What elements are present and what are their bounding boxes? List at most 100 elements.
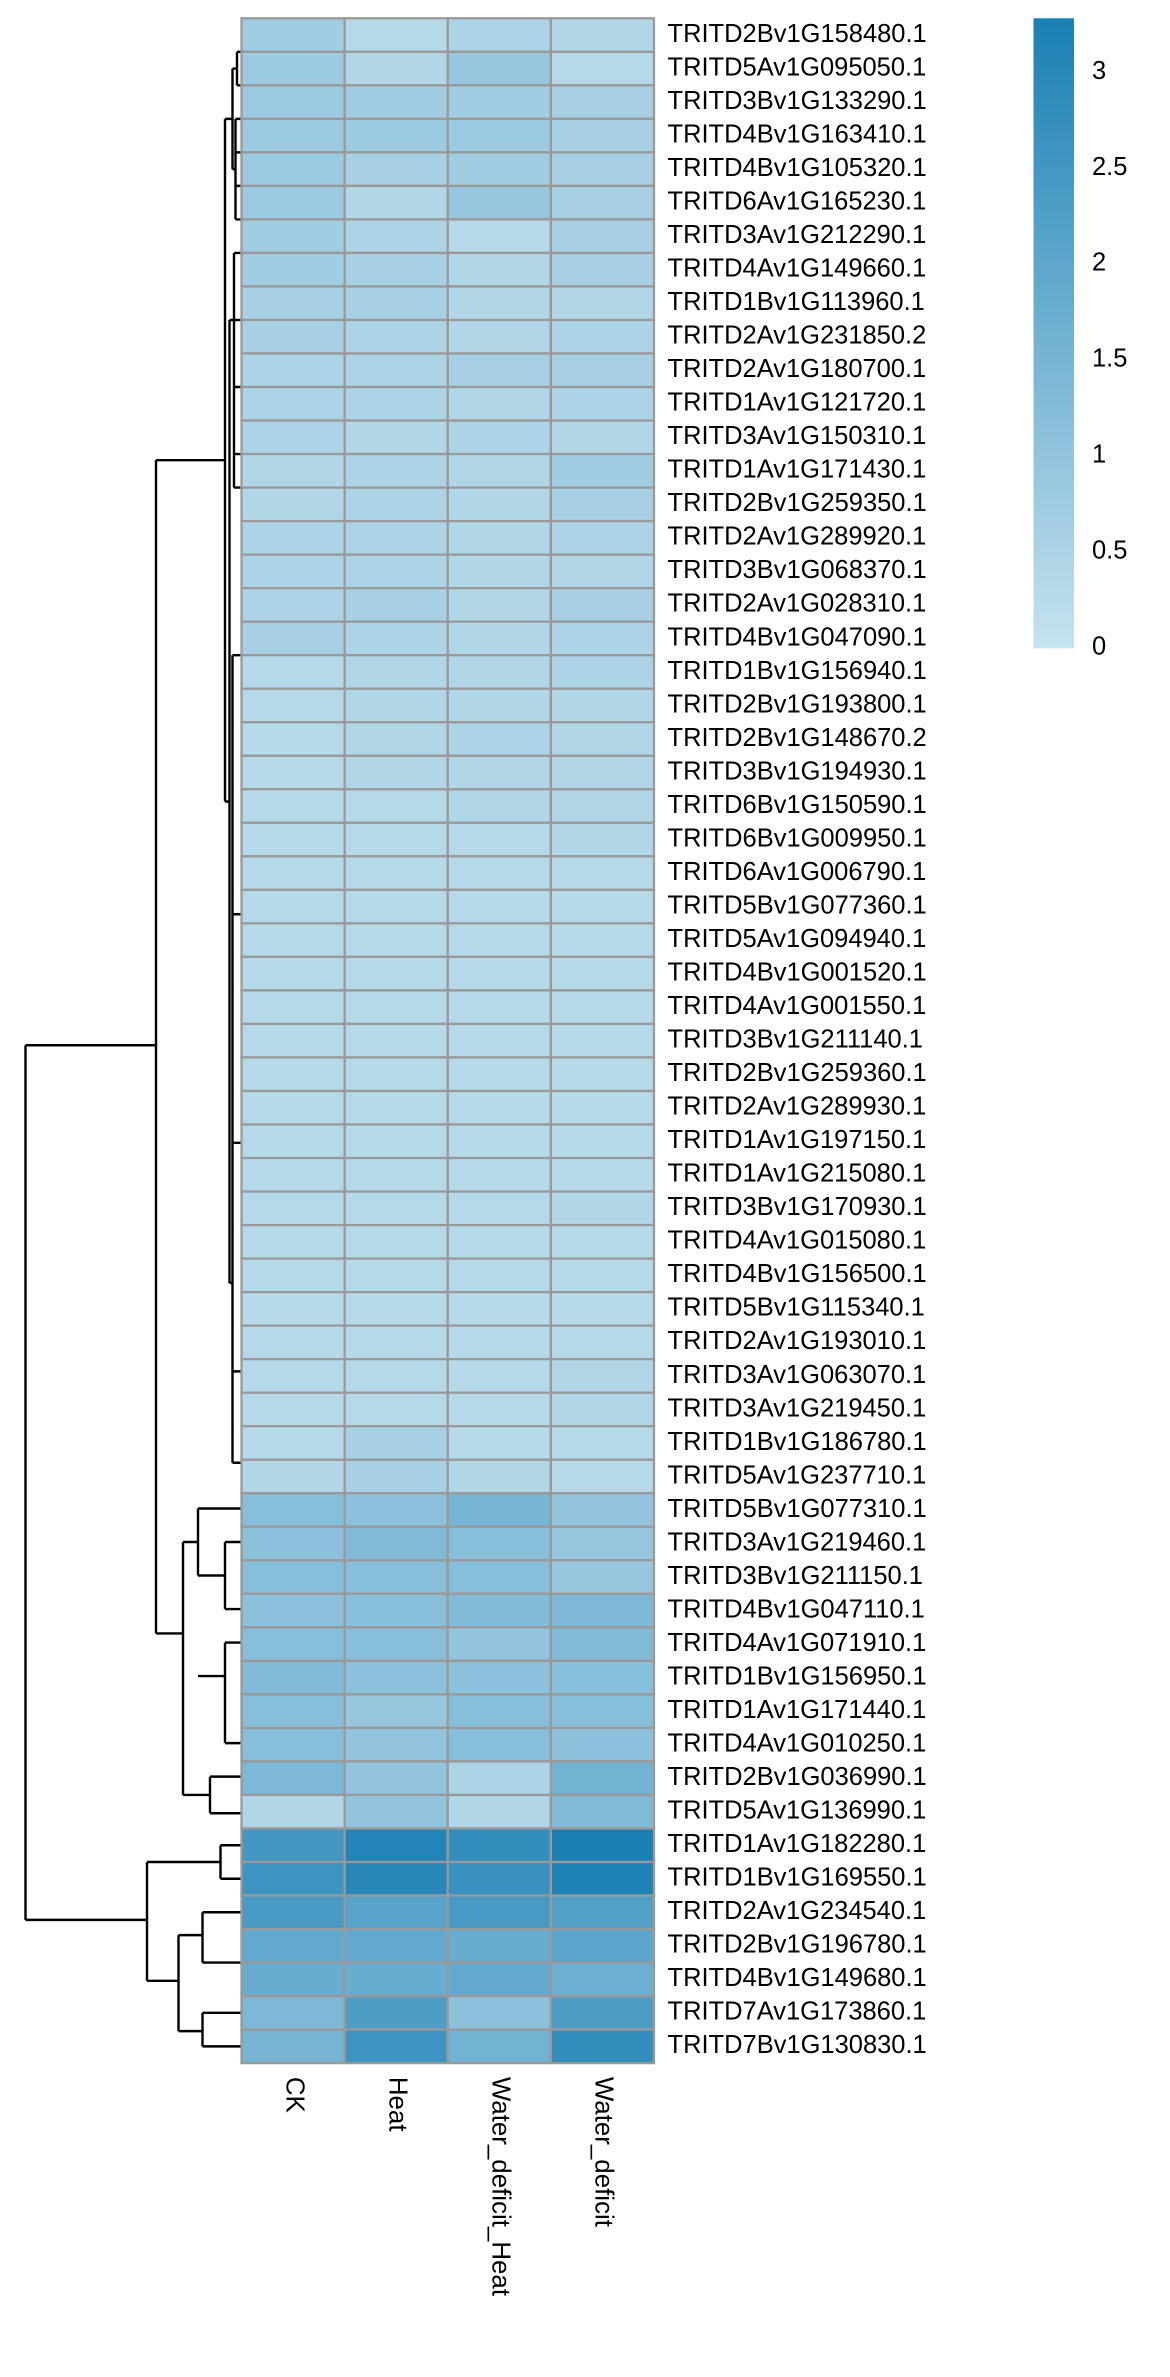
legend-gradient-step (1033, 458, 1074, 466)
heatmap-cell (343, 788, 449, 824)
row-label: TRITD3Bv1G170930.1 (667, 1193, 926, 1221)
row-label: TRITD7Av1G173860.1 (667, 1997, 926, 2025)
row-label: TRITD2Bv1G036990.1 (667, 1763, 926, 1791)
heatmap-cell (549, 1592, 656, 1629)
row-label: TRITD4Bv1G163410.1 (667, 120, 926, 148)
heatmap-cell (343, 1223, 449, 1260)
heatmap-cell (240, 1659, 346, 1696)
heatmap-cell (549, 1659, 656, 1696)
heatmap-cell (446, 888, 552, 925)
heatmap-cell (240, 352, 346, 389)
heatmap-cell (240, 1559, 346, 1595)
legend-gradient-step (1033, 471, 1074, 479)
legend-gradient-step (1033, 408, 1074, 416)
heatmap-cell (343, 1290, 449, 1327)
legend-tick-label: 1 (1092, 440, 1106, 468)
heatmap-cell (446, 17, 552, 53)
heatmap-cell (240, 1894, 346, 1931)
heatmap-cell (446, 1559, 552, 1595)
legend-gradient-step (1033, 144, 1074, 152)
legend-gradient-step (1033, 74, 1074, 82)
heatmap-cell (549, 1760, 656, 1797)
heatmap-cell (446, 84, 552, 120)
row-label: TRITD4Bv1G001520.1 (667, 958, 926, 986)
legend-gradient-step (1033, 68, 1074, 76)
legend-gradient-step (1033, 43, 1074, 51)
heatmap-cell (240, 519, 346, 556)
heatmap-cell (240, 1827, 346, 1864)
heatmap-cell (343, 1391, 449, 1428)
legend-gradient-step (1033, 288, 1074, 296)
heatmap-cell (549, 1961, 656, 1998)
color-legend: 0 0.5 1 1.5 2 2.5 3 (1033, 18, 1127, 660)
heatmap-cell (446, 1492, 552, 1528)
row-label: TRITD2Bv1G259360.1 (667, 1059, 926, 1087)
heatmap-cell (343, 553, 449, 590)
legend-gradient-step (1033, 49, 1074, 57)
heatmap-cell (549, 922, 656, 959)
row-label: TRITD6Bv1G150590.1 (667, 791, 926, 819)
heatmap-cell (240, 1223, 346, 1260)
heatmap-cell (343, 486, 449, 523)
legend-gradient-step (1033, 118, 1074, 127)
row-label: TRITD7Bv1G130830.1 (667, 2031, 926, 2059)
heatmap-cell (343, 1726, 449, 1763)
heatmap-cell (549, 285, 656, 322)
heatmap-cell (343, 1827, 449, 1864)
row-label: TRITD6Av1G165230.1 (667, 187, 926, 215)
row-label: TRITD2Bv1G158480.1 (667, 20, 926, 48)
heatmap-cell (240, 2028, 346, 2065)
row-label: TRITD2Av1G193010.1 (667, 1327, 926, 1355)
heatmap-cell (446, 654, 552, 690)
heatmap-cell (549, 1626, 656, 1662)
heatmap-cell (240, 17, 346, 53)
heatmap-cell (549, 17, 656, 53)
heatmap-cell (549, 1425, 656, 1461)
heatmap-cell (343, 1425, 449, 1461)
heatmap-cell (343, 2028, 449, 2065)
heatmap-cell (446, 1089, 552, 1126)
heatmap-cell (549, 1358, 656, 1394)
row-label: TRITD1Bv1G156940.1 (667, 657, 926, 685)
heatmap-cell (343, 1626, 449, 1662)
heatmap-cell (446, 1525, 552, 1562)
row-label: TRITD3Bv1G211140.1 (667, 1025, 922, 1053)
row-label: TRITD3Bv1G133290.1 (667, 87, 926, 115)
heatmap-cell (343, 17, 449, 53)
heatmap-cell (446, 1793, 552, 1830)
heatmap-cell (343, 1994, 449, 2031)
legend-gradient-step (1033, 225, 1074, 234)
heatmap-cell (343, 50, 449, 87)
heatmap-cell (549, 654, 656, 690)
heatmap-cell (446, 587, 552, 623)
heatmap-cell (549, 1827, 656, 1864)
heatmap-cell (240, 821, 346, 858)
legend-gradient-step (1033, 106, 1074, 114)
heatmap-cell (549, 788, 656, 824)
heatmap-cell (446, 1290, 552, 1327)
heatmap-cell (240, 687, 346, 724)
heatmap-cell (343, 1492, 449, 1528)
heatmap-cell (446, 1860, 552, 1897)
heatmap-cell (240, 721, 346, 757)
row-label: TRITD1Av1G171430.1 (667, 455, 926, 483)
legend-tick-label: 1.5 (1092, 344, 1127, 372)
heatmap-cell (343, 218, 449, 255)
heatmap-cell (549, 1693, 656, 1730)
row-label: TRITD3Av1G063070.1 (667, 1361, 926, 1389)
row-label: TRITD6Bv1G009950.1 (667, 824, 926, 852)
heatmap-cell (446, 553, 552, 590)
heatmap-cell (446, 1626, 552, 1662)
legend-gradient-step (1033, 169, 1074, 177)
heatmap-cell (549, 1089, 656, 1126)
row-label: TRITD1Bv1G113960.1 (667, 288, 924, 316)
legend-gradient-step (1033, 370, 1074, 378)
heatmap-cell (446, 1760, 552, 1797)
legend-gradient-step (1033, 175, 1074, 183)
row-label: TRITD3Av1G219450.1 (667, 1394, 926, 1422)
legend-gradient-step (1033, 389, 1074, 397)
legend-gradient-step (1033, 402, 1074, 410)
heatmap-cell (549, 1860, 656, 1897)
heatmap-cell (240, 1592, 346, 1629)
legend-gradient-step (1033, 590, 1074, 598)
